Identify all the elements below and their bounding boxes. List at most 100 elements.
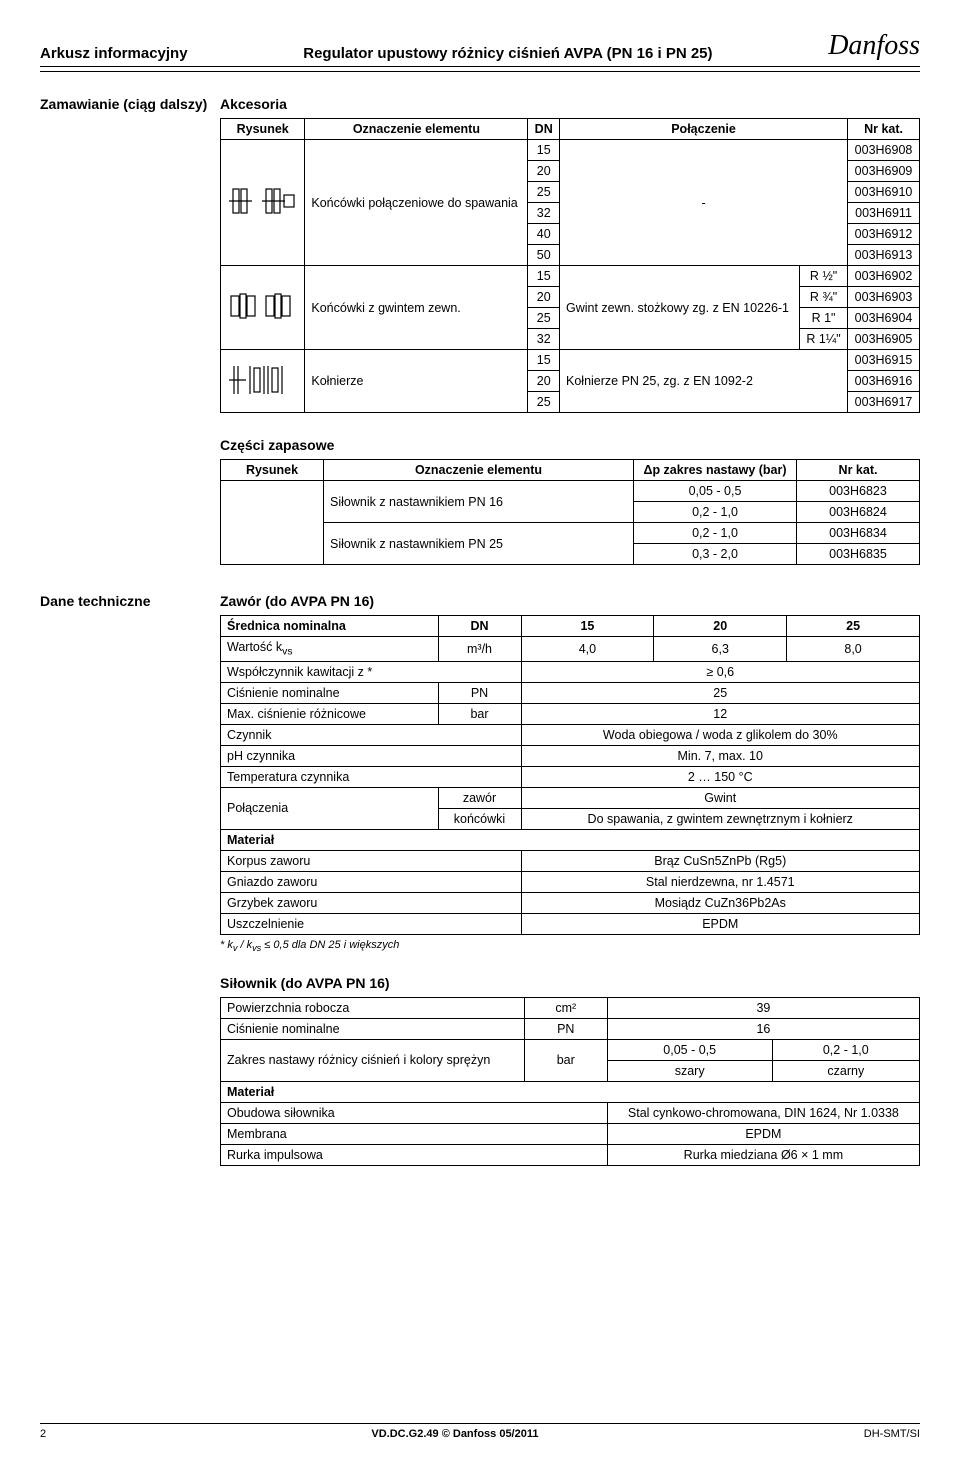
spare-table: Rysunek Oznaczenie elementu Δp zakres na… xyxy=(220,459,920,565)
col-ozn: Oznaczenie elementu xyxy=(324,460,634,481)
page-footer: 2 VD.DC.G2.49 © Danfoss 05/2011 DH-SMT/S… xyxy=(40,1423,920,1440)
kat: 003H6909 xyxy=(848,161,920,182)
a: 39 xyxy=(607,997,919,1018)
set-unit: bar xyxy=(524,1039,607,1081)
m: Brąz CuSn5ZnPb (Rg5) xyxy=(521,850,920,871)
col-nrkat: Nr kat. xyxy=(848,119,920,140)
kat: 003H6911 xyxy=(848,203,920,224)
l: Ciśnienie nominalne xyxy=(221,682,439,703)
col-dn: DN xyxy=(528,119,560,140)
valve-footnote: * kv / kvs ≤ 0,5 dla DN 25 i większych xyxy=(220,939,920,953)
am: Membrana xyxy=(221,1123,608,1144)
m: Uszczelnienie xyxy=(221,913,522,934)
am: Obudowa siłownika xyxy=(221,1102,608,1123)
dn: 15 xyxy=(528,140,560,161)
section-tech: Dane techniczne Zawór (do AVPA PN 16) Śr… xyxy=(40,593,920,1166)
header-left: Arkusz informacyjny xyxy=(40,45,188,62)
dn: 25 xyxy=(528,308,560,329)
vh1: DN xyxy=(438,616,521,637)
sv: 0,05 - 0,5 xyxy=(607,1039,772,1060)
dn: 15 xyxy=(528,266,560,287)
r: R 1¼" xyxy=(799,329,847,350)
group3-conn: Kołnierze PN 25, zg. z EN 1092-2 xyxy=(560,350,848,413)
dn: 25 xyxy=(528,182,560,203)
footer-right: DH-SMT/SI xyxy=(864,1428,920,1440)
m: Korpus zaworu xyxy=(221,850,522,871)
u: bar xyxy=(438,703,521,724)
dp: 0,05 - 0,5 xyxy=(634,481,797,502)
m: Grzybek zaworu xyxy=(221,892,522,913)
actuator-title: Siłownik (do AVPA PN 16) xyxy=(220,975,920,991)
kat: 003H6905 xyxy=(848,329,920,350)
m: Gniazdo zaworu xyxy=(221,871,522,892)
v: ≥ 0,6 xyxy=(521,661,920,682)
header-rule xyxy=(40,71,920,72)
dn: 25 xyxy=(528,392,560,413)
spare-g2: Siłownik z nastawnikiem PN 25 xyxy=(324,523,634,565)
m: Stal nierdzewna, nr 1.4571 xyxy=(521,871,920,892)
logo: Danfoss xyxy=(828,30,920,62)
a: cm² xyxy=(524,997,607,1018)
am: Rurka miedziana Ø6 × 1 mm xyxy=(607,1144,919,1165)
dp: 0,2 - 1,0 xyxy=(634,502,797,523)
spare-g1: Siłownik z nastawnikiem PN 16 xyxy=(324,481,634,523)
a: 16 xyxy=(607,1018,919,1039)
mat-label: Materiał xyxy=(221,829,920,850)
group2-conn: Gwint zewn. stożkowy zg. z EN 10226-1 xyxy=(560,266,800,350)
r: R 1" xyxy=(799,308,847,329)
l: Max. ciśnienie różnicowe xyxy=(221,703,439,724)
footer-page: 2 xyxy=(40,1428,46,1440)
page-header: Arkusz informacyjny Regulator upustowy r… xyxy=(40,30,920,67)
am: EPDM xyxy=(607,1123,919,1144)
v: 8,0 xyxy=(787,637,920,662)
v: Woda obiegowa / woda z glikolem do 30% xyxy=(521,724,920,745)
v: 4,0 xyxy=(521,637,654,662)
dp: 0,3 - 2,0 xyxy=(634,544,797,565)
m: EPDM xyxy=(521,913,920,934)
kat: 003H6834 xyxy=(797,523,920,544)
col-oznaczenie: Oznaczenie elementu xyxy=(305,119,528,140)
schematic-actuator xyxy=(221,481,324,565)
group2-label: Końcówki z gwintem zewn. xyxy=(305,266,528,350)
am: Rurka impulsowa xyxy=(221,1144,608,1165)
dn: 32 xyxy=(528,329,560,350)
kat: 003H6915 xyxy=(848,350,920,371)
sc: szary xyxy=(607,1060,772,1081)
c: zawór xyxy=(438,787,521,808)
dn: 40 xyxy=(528,224,560,245)
c: Do spawania, z gwintem zewnętrznym i koł… xyxy=(521,808,920,829)
u: m³/h xyxy=(438,637,521,662)
dn: 32 xyxy=(528,203,560,224)
kat: 003H6902 xyxy=(848,266,920,287)
vh3: 20 xyxy=(654,616,787,637)
u: PN xyxy=(438,682,521,703)
kat: 003H6916 xyxy=(848,371,920,392)
a: Powierzchnia robocza xyxy=(221,997,525,1018)
l: pH czynnika xyxy=(221,745,522,766)
schematic-thread xyxy=(221,266,305,350)
v: 6,3 xyxy=(654,637,787,662)
kat: 003H6910 xyxy=(848,182,920,203)
a: Ciśnienie nominalne xyxy=(221,1018,525,1039)
sv: 0,2 - 1,0 xyxy=(772,1039,919,1060)
vh2: 15 xyxy=(521,616,654,637)
kat: 003H6917 xyxy=(848,392,920,413)
dn: 20 xyxy=(528,371,560,392)
schematic-flange xyxy=(221,350,305,413)
kvs-label: Wartość kvs xyxy=(221,637,439,662)
a: PN xyxy=(524,1018,607,1039)
group1-conn: - xyxy=(560,140,848,266)
footer-mid: VD.DC.G2.49 © Danfoss 05/2011 xyxy=(371,1428,538,1440)
dn: 20 xyxy=(528,161,560,182)
col-rysunek: Rysunek xyxy=(221,460,324,481)
am: Stal cynkowo-chromowana, DIN 1624, Nr 1.… xyxy=(607,1102,919,1123)
col-polaczenie: Połączenie xyxy=(560,119,848,140)
ordering-label: Zamawianie (ciąg dalszy) xyxy=(40,96,220,565)
valve-title: Zawór (do AVPA PN 16) xyxy=(220,593,920,609)
kat: 003H6913 xyxy=(848,245,920,266)
kat: 003H6835 xyxy=(797,544,920,565)
valve-table: Średnica nominalna DN 15 20 25 Wartość k… xyxy=(220,615,920,935)
conn-label: Połączenia xyxy=(221,787,439,829)
col-dp: Δp zakres nastawy (bar) xyxy=(634,460,797,481)
l: Współczynnik kawitacji z * xyxy=(221,661,522,682)
